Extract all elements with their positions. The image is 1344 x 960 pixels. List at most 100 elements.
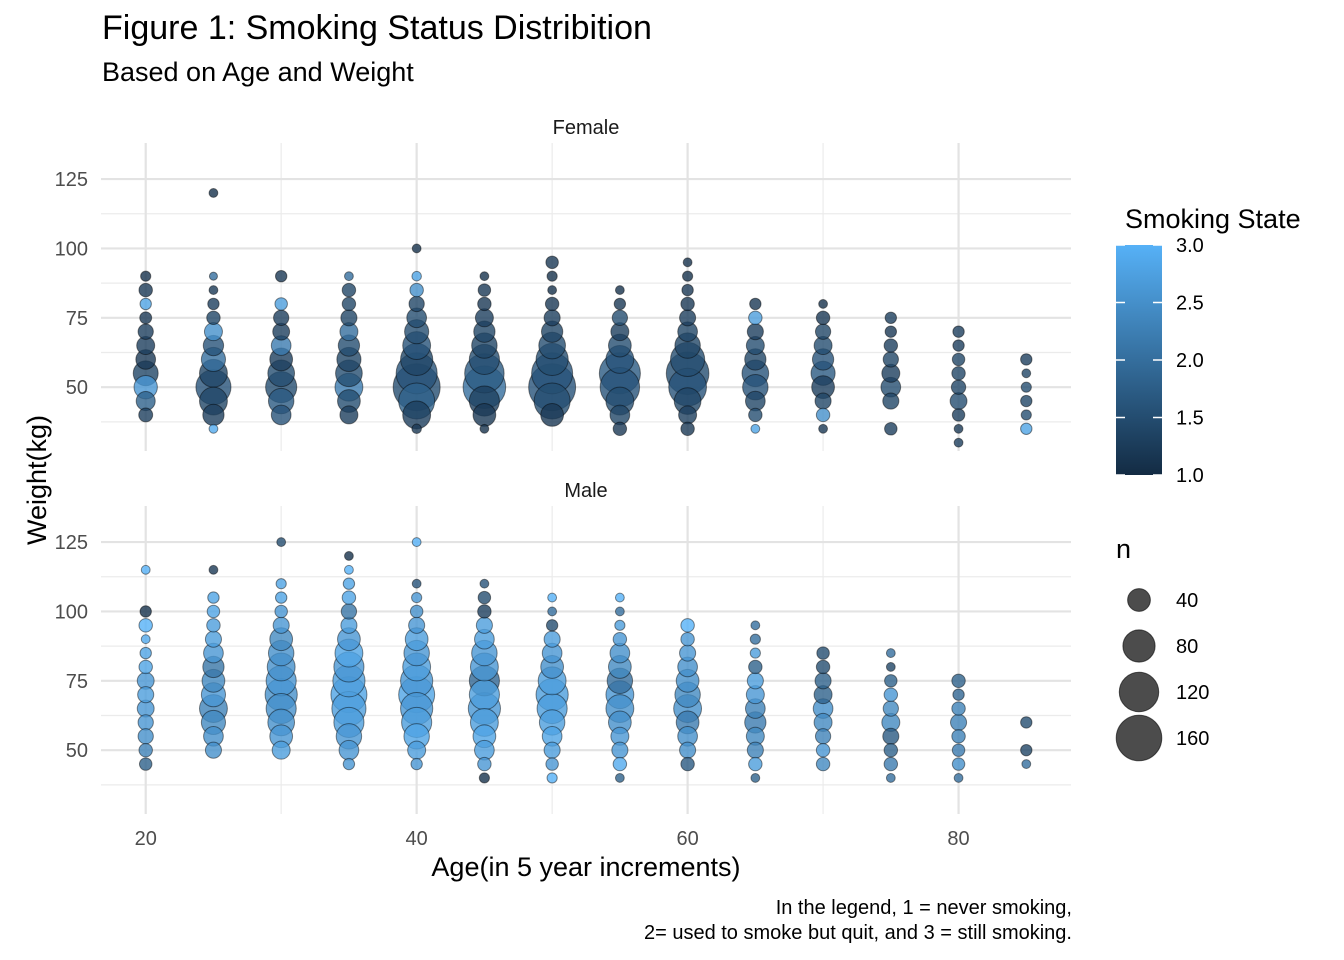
data-point — [208, 564, 219, 575]
caption-line-2: 2= used to smoke but quit, and 3 = still… — [643, 922, 1072, 944]
size-legend-key — [1115, 714, 1163, 762]
data-point — [408, 616, 426, 634]
data-point — [749, 633, 761, 645]
data-point — [750, 773, 761, 783]
data-point — [546, 772, 558, 784]
data-point — [748, 659, 763, 675]
data-point — [679, 644, 697, 662]
data-point — [273, 309, 290, 326]
data-point — [479, 423, 490, 434]
data-point — [883, 756, 899, 772]
data-point — [274, 604, 288, 619]
data-point — [140, 634, 151, 645]
data-point — [547, 606, 558, 617]
data-point — [138, 659, 153, 675]
data-point — [204, 630, 222, 648]
data-point — [951, 673, 966, 689]
data-point — [815, 310, 831, 326]
data-point — [682, 270, 694, 282]
data-point — [746, 672, 764, 690]
colorbar-tick-label: 2.0 — [1176, 350, 1204, 372]
facet-panel-female — [101, 143, 1071, 451]
data-point — [814, 323, 832, 340]
size-legend-key — [1118, 671, 1160, 713]
data-point — [816, 646, 830, 660]
data-point — [138, 742, 153, 758]
data-point — [271, 740, 291, 760]
facet-panel-male — [101, 506, 1071, 814]
data-point — [208, 423, 219, 434]
y-tick-label: 100 — [55, 238, 88, 260]
data-point — [749, 297, 762, 311]
data-point — [408, 295, 425, 313]
data-point — [139, 297, 152, 311]
data-point — [547, 592, 558, 603]
y-tick-label: 75 — [66, 308, 88, 330]
data-point — [883, 742, 899, 758]
data-point — [338, 739, 360, 761]
data-points — [136, 537, 1033, 784]
colorbar-tick-label: 1.5 — [1176, 408, 1204, 430]
data-point — [746, 323, 764, 341]
data-point — [138, 282, 153, 298]
data-point — [342, 757, 356, 771]
data-point — [883, 687, 899, 702]
chart-caption: In the legend, 1 = never smoking, 2= use… — [644, 896, 1072, 946]
data-point — [884, 422, 898, 436]
data-point — [274, 297, 288, 311]
color-legend: Smoking State 1.0 1.5 2.0 2.5 3.0 — [1116, 204, 1301, 487]
data-point — [749, 647, 761, 659]
data-point — [545, 255, 559, 270]
data-point — [814, 672, 832, 690]
data-point — [614, 619, 626, 631]
data-point — [206, 310, 221, 326]
data-point — [884, 325, 898, 338]
data-point — [884, 674, 898, 688]
x-tick-label: 40 — [406, 828, 428, 850]
data-point — [1021, 368, 1032, 379]
data-point — [206, 618, 221, 633]
data-point — [614, 773, 625, 783]
data-point — [204, 741, 222, 759]
data-point — [818, 423, 828, 434]
data-point — [680, 296, 695, 312]
data-point — [546, 270, 558, 282]
data-point — [139, 605, 152, 618]
data-point — [411, 591, 423, 604]
data-point — [137, 686, 155, 704]
data-point — [885, 662, 896, 672]
data-point — [544, 296, 560, 312]
data-point — [208, 271, 218, 281]
data-point — [815, 659, 831, 675]
data-point — [545, 757, 559, 771]
data-point — [748, 310, 763, 326]
data-point — [270, 404, 292, 426]
data-point — [477, 756, 492, 772]
data-point — [411, 578, 422, 589]
data-point — [951, 743, 966, 757]
y-tick-label: 75 — [66, 671, 88, 693]
data-point — [953, 773, 964, 783]
chart-title: Figure 1: Smoking Status Distribition — [102, 9, 652, 47]
data-point — [951, 352, 966, 367]
data-points — [132, 188, 1033, 448]
data-point — [139, 311, 153, 325]
data-point — [407, 740, 427, 760]
data-point — [138, 407, 154, 423]
data-point — [411, 537, 422, 547]
data-point — [479, 271, 490, 282]
data-point — [203, 322, 223, 342]
data-point — [951, 408, 966, 422]
data-point — [339, 405, 359, 425]
data-point — [137, 728, 154, 745]
data-point — [885, 648, 896, 658]
data-point — [611, 741, 629, 759]
data-point — [138, 618, 153, 633]
data-point — [276, 537, 287, 547]
y-tick-label: 125 — [55, 169, 88, 191]
size-legend-key — [1122, 629, 1156, 663]
data-point — [137, 323, 154, 340]
data-point — [680, 631, 695, 647]
data-point — [475, 616, 493, 634]
data-point — [1020, 422, 1033, 435]
